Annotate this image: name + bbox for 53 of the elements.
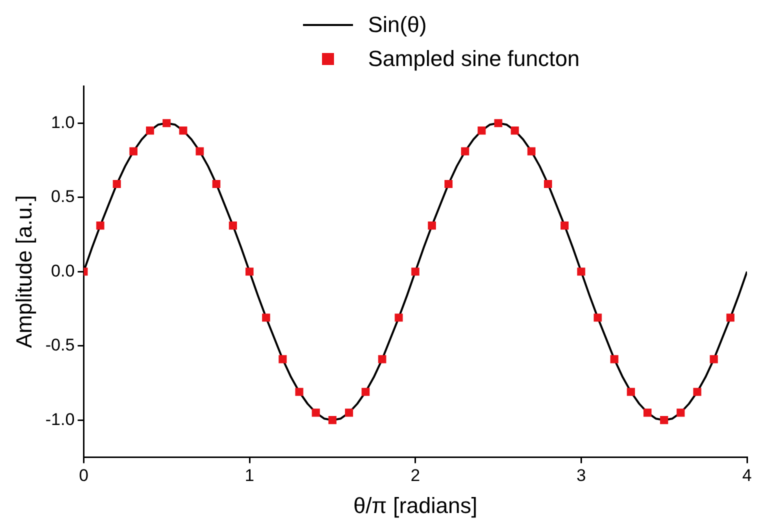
point [544, 180, 552, 188]
point [643, 408, 652, 417]
y-tick-label: 0.0 [51, 261, 75, 280]
point [660, 416, 668, 424]
point [560, 222, 569, 230]
point [245, 268, 254, 276]
x-tick-label: 3 [576, 466, 586, 486]
point [129, 147, 138, 156]
legend-label: Sin(θ) [368, 12, 427, 38]
point [710, 355, 718, 364]
point [461, 147, 470, 156]
x-tick-label: 2 [410, 466, 420, 486]
point [112, 180, 121, 188]
y-tick-label: -0.5 [45, 336, 75, 355]
point [378, 355, 386, 364]
point [394, 314, 403, 322]
point [344, 408, 354, 417]
point [146, 126, 154, 135]
y-axis-title: Amplitude [a.u.] [11, 195, 36, 348]
point [693, 388, 702, 396]
point [594, 314, 602, 322]
x-tick-label: 0 [78, 466, 88, 486]
point [494, 119, 502, 128]
point [262, 314, 270, 322]
point [162, 119, 171, 128]
point [610, 355, 618, 364]
x-axis-title: θ/π [radians] [353, 492, 478, 518]
point [478, 126, 486, 135]
point [328, 416, 336, 424]
point [212, 180, 220, 188]
y-tick-label: 0.5 [51, 187, 75, 206]
point [626, 388, 635, 396]
point [676, 408, 685, 417]
point [312, 408, 320, 417]
point [196, 147, 204, 156]
point [179, 126, 188, 135]
x-tick-label: 4 [742, 466, 752, 486]
point [96, 222, 104, 230]
point [444, 180, 453, 188]
point [295, 388, 304, 396]
point [428, 222, 436, 230]
y-tick-label: -1.0 [45, 410, 75, 429]
point [411, 268, 420, 276]
point [362, 388, 370, 396]
legend-label: Sampled sine functon [368, 46, 580, 72]
point [527, 147, 536, 156]
point [726, 314, 734, 322]
point [577, 268, 586, 276]
y-tick-label: 1.0 [51, 112, 75, 132]
point [510, 126, 519, 135]
x-tick-label: 1 [244, 466, 254, 486]
point [228, 222, 237, 230]
point [278, 355, 287, 364]
